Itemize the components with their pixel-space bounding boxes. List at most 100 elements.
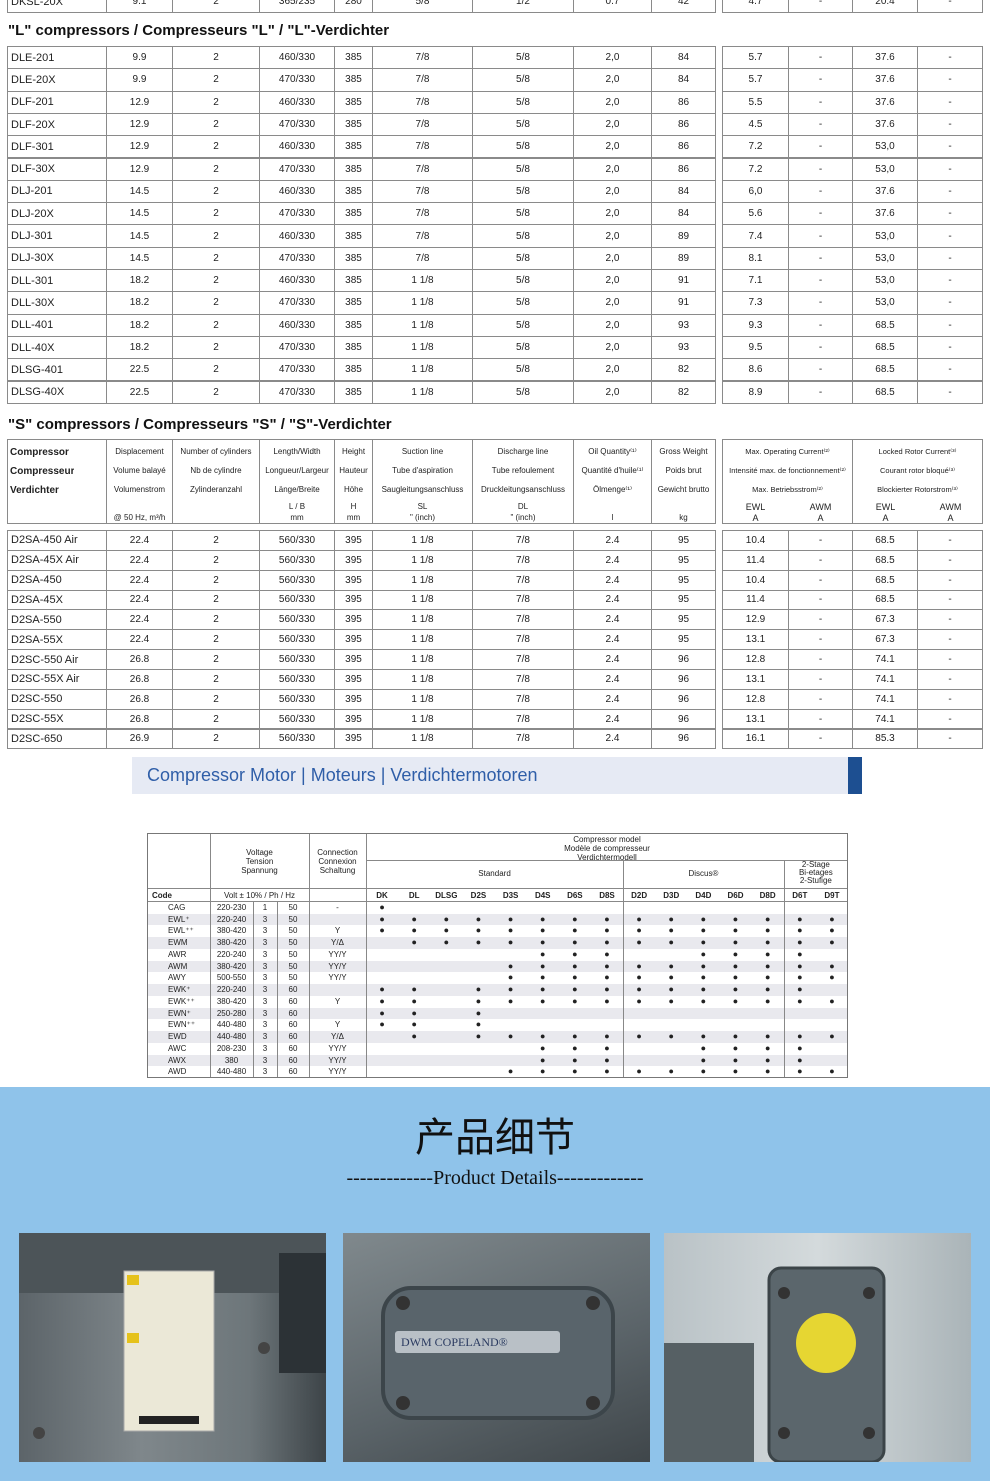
model-cell: DLL-401 [7, 313, 107, 337]
availability-dot: ● [411, 984, 417, 995]
header-text: Hauteur [339, 466, 368, 475]
voltage: 220-240 [216, 949, 247, 959]
availability-dot: ● [604, 995, 610, 1006]
value-cell: - [788, 335, 853, 360]
value-cell: 2.4 [573, 688, 652, 710]
value-cell: 37.6 [852, 202, 918, 226]
rule [623, 860, 625, 1077]
value-cell: 560/330 [259, 708, 335, 730]
value-cell: - [917, 380, 983, 404]
value-cell: 395 [334, 668, 373, 690]
value-cell: 560/330 [259, 530, 335, 551]
model-cell: D2SC-650 [7, 728, 107, 750]
header-unit: DL [517, 502, 529, 511]
availability-dot: ● [829, 1031, 835, 1042]
model-cell: D2SA-550 [7, 609, 107, 631]
availability-dot: ● [572, 1066, 578, 1077]
value-cell: 5/8 [472, 380, 574, 404]
phase: 3 [262, 1055, 268, 1065]
value-cell: 11.4 [722, 549, 789, 571]
value-cell: 460/330 [259, 313, 335, 337]
value-cell: 95 [651, 549, 716, 571]
value-cell: 53,0 [852, 246, 918, 270]
header-group: Locked Rotor Current⁽³⁾ Courant rotor blo… [852, 439, 983, 524]
availability-dot: ● [764, 948, 771, 959]
code: AWR [168, 949, 187, 959]
value-cell: 16.1 [722, 728, 789, 750]
header-text: Saugleitungsanschluss [381, 485, 464, 494]
connection: YY/Y [328, 1067, 347, 1077]
value-cell: 2 [172, 112, 260, 137]
header-text: Zylinderanzahl [189, 485, 243, 494]
value-cell: 68.5 [852, 335, 918, 360]
value-cell: 96 [651, 668, 716, 690]
value-cell: - [788, 0, 853, 13]
value-cell: 22.4 [106, 549, 173, 571]
header-text: Nb de cylindre [190, 466, 242, 475]
phase: 3 [262, 1067, 268, 1077]
model-cell: D2SA-450 [7, 569, 107, 591]
model-cell: D2SA-450 Air [7, 530, 107, 551]
availability-dot: ● [636, 1031, 642, 1042]
availability-dot: ● [764, 1031, 771, 1042]
column-header: Spannung [241, 866, 278, 875]
frequency: 50 [288, 938, 298, 948]
frequency: 50 [288, 949, 298, 959]
value-cell: - [788, 246, 853, 270]
code: AWM [168, 961, 188, 971]
connection: - [336, 903, 339, 912]
frequency: 50 [288, 914, 298, 924]
value-cell: - [788, 157, 853, 181]
value-cell: 395 [334, 728, 373, 750]
value-cell: 95 [651, 589, 716, 611]
value-cell: - [917, 649, 983, 670]
value-cell: 53,0 [852, 135, 918, 159]
value-cell: 470/330 [259, 380, 335, 404]
value-cell: - [917, 728, 983, 750]
availability-dot: ● [636, 960, 642, 971]
value-cell: 365/235 [259, 0, 335, 13]
value-cell: 2 [172, 589, 260, 611]
availability-dot: ● [700, 960, 707, 971]
value-cell: 2.4 [573, 609, 652, 631]
model-cell: DLE-20X [7, 68, 107, 92]
voltage: 380-420 [216, 926, 247, 936]
code: EWL⁺ [168, 914, 190, 924]
model-cell: DLL-301 [7, 269, 107, 293]
value-cell: 5.5 [722, 90, 789, 114]
value-cell: 26.8 [106, 688, 173, 710]
value-cell: 1 1/8 [372, 629, 473, 651]
header-unit: A [817, 513, 824, 523]
value-cell: 7.4 [722, 224, 789, 248]
header-cell: Oil Quantity⁽¹⁾ Quantité d'huile⁽¹⁾ Ölmeng… [573, 439, 652, 524]
value-cell: - [917, 179, 983, 204]
value-cell: 2.4 [573, 549, 652, 571]
availability-dot: ● [732, 1042, 739, 1053]
voltage: 440-480 [216, 1067, 247, 1077]
availability-dot: ● [829, 1066, 835, 1077]
connection: YY/Y [328, 1055, 347, 1065]
availability-dot: ● [732, 913, 739, 924]
row-stripe [148, 960, 847, 973]
connection: YY/Y [328, 973, 347, 983]
value-cell: 385 [334, 335, 373, 360]
availability-dot: ● [829, 960, 835, 971]
rule [309, 834, 310, 1077]
group-name: Standard [478, 870, 511, 878]
availability-dot: ● [540, 1054, 546, 1065]
value-cell: 7/8 [372, 90, 473, 114]
value-cell: - [788, 728, 853, 750]
rule [277, 901, 278, 1077]
availability-dot: ● [411, 913, 417, 924]
motor-table: Standard DK DL DLSG D2S D3S D4S D6S D8S Discus® D2… [147, 833, 848, 1078]
value-cell: - [788, 649, 853, 670]
group-name: Discus® [688, 870, 719, 878]
availability-dot: ● [572, 972, 578, 983]
value-cell: 2 [172, 708, 260, 730]
availability-dot: ● [732, 972, 739, 983]
value-cell: - [788, 708, 853, 730]
value-cell: 14.5 [106, 224, 173, 248]
header-text: Longueur/Largeur [265, 466, 329, 475]
model-name: D9T [824, 891, 840, 900]
value-cell: 560/330 [259, 649, 335, 670]
